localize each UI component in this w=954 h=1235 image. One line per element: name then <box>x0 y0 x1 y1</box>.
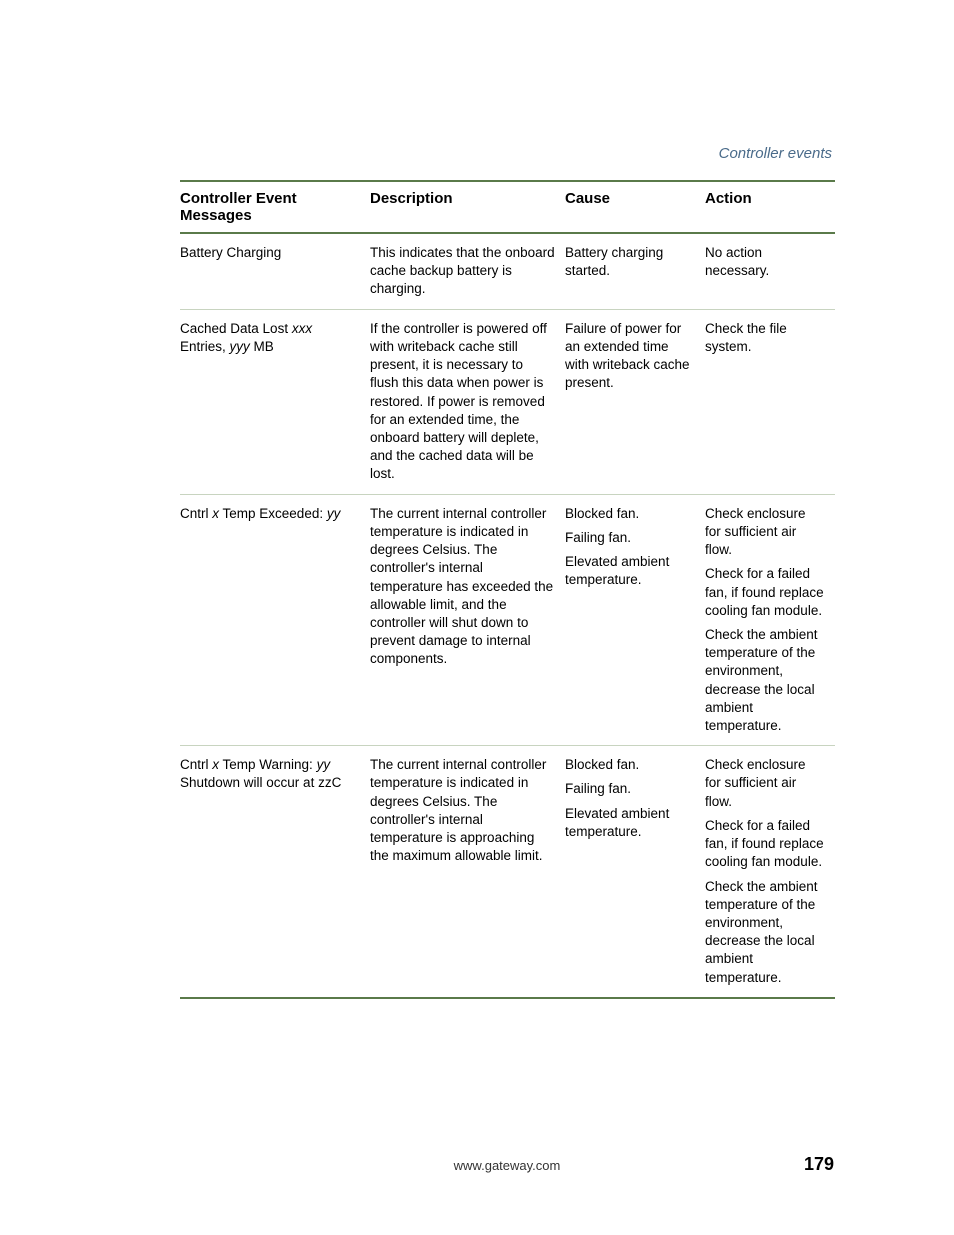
cell-description-paragraph: The current internal controller temperat… <box>370 505 555 669</box>
footer-page-number: 179 <box>774 1154 834 1175</box>
cell-description-paragraph: If the controller is powered off with wr… <box>370 320 555 484</box>
variable-text: yy <box>317 757 331 772</box>
cell-action: No action necessary. <box>705 233 835 309</box>
table-header-row: Controller Event Messages Description Ca… <box>180 181 835 233</box>
page-footer: www.gateway.com 179 <box>0 1154 954 1175</box>
cell-description: The current internal controller temperat… <box>370 494 565 746</box>
message-text: Battery Charging <box>180 245 281 260</box>
cell-cause-paragraph: Elevated ambient temperature. <box>565 805 695 841</box>
header-action: Action <box>705 181 835 233</box>
cell-action: Check enclosure for sufficient air flow.… <box>705 494 835 746</box>
cell-cause: Battery charging started. <box>565 233 705 309</box>
header-messages: Controller Event Messages <box>180 181 370 233</box>
variable-text: x <box>212 757 219 772</box>
message-text: MB <box>250 339 274 354</box>
cell-description-paragraph: The current internal controller temperat… <box>370 756 555 865</box>
cell-action-paragraph: Check the file system. <box>705 320 825 356</box>
table-body: Battery Charging This indicates that the … <box>180 233 835 998</box>
document-page: Controller events Controller Event Messa… <box>0 0 954 1235</box>
cell-action: Check the file system. <box>705 309 835 494</box>
cell-cause-paragraph: Failing fan. <box>565 780 695 798</box>
cell-cause: Blocked fan. Failing fan. Elevated ambient… <box>565 746 705 998</box>
cell-description: This indicates that the onboard cache ba… <box>370 233 565 309</box>
cell-cause-paragraph: Failing fan. <box>565 529 695 547</box>
cell-action: Check enclosure for sufficient air flow.… <box>705 746 835 998</box>
message-text: Cntrl <box>180 757 212 772</box>
section-title: Controller events <box>180 145 834 162</box>
message-text: Temp Warning: <box>219 757 317 772</box>
variable-text: x <box>212 506 219 521</box>
cell-message: Cntrl x Temp Exceeded: yy <box>180 494 370 746</box>
variable-text: yy <box>327 506 341 521</box>
table-row: Cached Data Lost xxx Entries, yyy MBIf t… <box>180 309 835 494</box>
message-text: Cntrl <box>180 506 212 521</box>
cell-cause-paragraph: Battery charging started. <box>565 244 695 280</box>
cell-cause-paragraph: Failure of power for an extended time wi… <box>565 320 695 393</box>
cell-action-paragraph: No action necessary. <box>705 244 825 280</box>
table-row: Battery Charging This indicates that the … <box>180 233 835 309</box>
header-cause: Cause <box>565 181 705 233</box>
cell-cause-paragraph: Blocked fan. <box>565 505 695 523</box>
cell-cause-paragraph: Blocked fan. <box>565 756 695 774</box>
message-text: Entries, <box>180 339 230 354</box>
cell-action-paragraph: Check for a failed fan, if found replace… <box>705 817 825 872</box>
table-row: Cntrl x Temp Warning: yy Shutdown will o… <box>180 746 835 998</box>
cell-action-paragraph: Check enclosure for sufficient air flow. <box>705 505 825 560</box>
cell-message: Cntrl x Temp Warning: yy Shutdown will o… <box>180 746 370 998</box>
message-text: Temp Exceeded: <box>219 506 327 521</box>
cell-message: Battery Charging <box>180 233 370 309</box>
message-text: Shutdown will occur at zzC <box>180 775 341 790</box>
message-text: Cached Data Lost <box>180 321 292 336</box>
table-row: Cntrl x Temp Exceeded: yyThe current int… <box>180 494 835 746</box>
cell-action-paragraph: Check the ambient temperature of the env… <box>705 878 825 987</box>
cell-cause: Blocked fan. Failing fan. Elevated ambient… <box>565 494 705 746</box>
variable-text: xxx <box>292 321 312 336</box>
cell-message: Cached Data Lost xxx Entries, yyy MB <box>180 309 370 494</box>
cell-description: If the controller is powered off with wr… <box>370 309 565 494</box>
footer-url: www.gateway.com <box>240 1158 774 1173</box>
cell-cause: Failure of power for an extended time wi… <box>565 309 705 494</box>
variable-text: yyy <box>230 339 250 354</box>
header-description: Description <box>370 181 565 233</box>
cell-description-paragraph: This indicates that the onboard cache ba… <box>370 244 555 299</box>
cell-action-paragraph: Check the ambient temperature of the env… <box>705 626 825 735</box>
event-table: Controller Event Messages Description Ca… <box>180 180 835 999</box>
cell-action-paragraph: Check for a failed fan, if found replace… <box>705 565 825 620</box>
cell-cause-paragraph: Elevated ambient temperature. <box>565 553 695 589</box>
cell-action-paragraph: Check enclosure for sufficient air flow. <box>705 756 825 811</box>
cell-description: The current internal controller temperat… <box>370 746 565 998</box>
